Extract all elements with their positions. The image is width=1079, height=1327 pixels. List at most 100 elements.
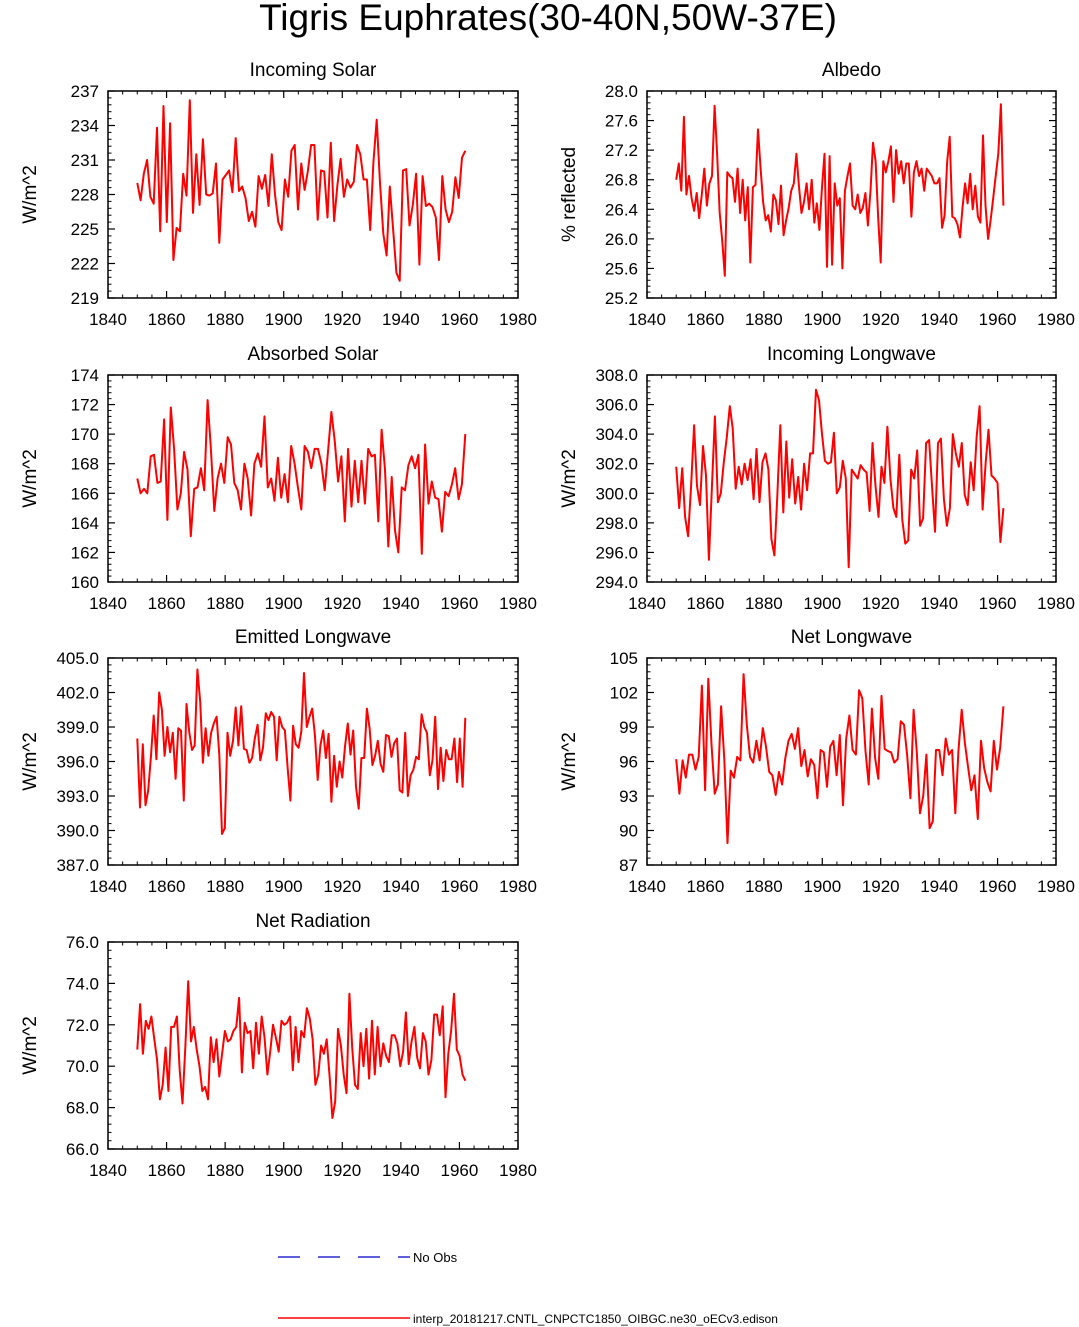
y-tick-label: 296.0	[595, 543, 638, 562]
y-tick-label: 234	[71, 117, 99, 136]
x-tick-label: 1960	[441, 594, 479, 613]
series-line	[675, 388, 1005, 569]
x-tick-label: 1980	[1037, 594, 1075, 613]
panel-emitted-longwave: 1840 1860 1880 1900 1920 1940 1960 1980 387.0 390…	[20, 627, 537, 896]
x-tick-label: 1880	[206, 310, 244, 329]
x-tick-label: 1940	[382, 1161, 420, 1180]
series-line	[136, 668, 467, 835]
x-tick-label: 1900	[265, 310, 303, 329]
y-tick-label: 25.6	[605, 259, 638, 278]
y-tick-label: 66.0	[66, 1140, 99, 1159]
x-tick-label: 1900	[265, 877, 303, 896]
y-tick-label: 168	[71, 455, 99, 474]
x-tick-label: 1920	[323, 877, 361, 896]
y-tick-label: 172	[71, 396, 99, 415]
y-tick-label: 74.0	[66, 974, 99, 993]
x-tick-label: 1960	[979, 877, 1017, 896]
y-tick-label: 162	[71, 543, 99, 562]
y-tick-label: 76.0	[66, 933, 99, 952]
x-tick-label: 1920	[323, 1161, 361, 1180]
x-tick-label: 1980	[1037, 310, 1075, 329]
y-axis-label: W/m^2	[559, 732, 580, 791]
x-tick-label: 1900	[265, 1161, 303, 1180]
y-tick-label: 72.0	[66, 1016, 99, 1035]
y-tick-label: 225	[71, 220, 99, 239]
x-tick-label: 1840	[89, 877, 127, 896]
y-tick-label: 27.6	[605, 112, 638, 131]
panel-net-radiation: 1840 1860 1880 1900 1920 1940 1960 1980 66.0 68.0…	[20, 911, 537, 1180]
y-tick-label: 298.0	[595, 514, 638, 533]
x-tick-label: 1940	[920, 310, 958, 329]
series-line	[136, 980, 467, 1119]
y-tick-label: 160	[71, 573, 99, 592]
y-tick-label: 237	[71, 82, 99, 101]
x-tick-label: 1920	[862, 310, 900, 329]
y-tick-label: 302.0	[595, 455, 638, 474]
x-tick-label: 1980	[1037, 877, 1075, 896]
y-tick-label: 26.4	[605, 200, 638, 219]
x-tick-label: 1980	[499, 310, 537, 329]
y-tick-label: 28.0	[605, 82, 638, 101]
y-tick-label: 402.0	[56, 684, 99, 703]
panel-title: Absorbed Solar	[248, 344, 380, 365]
x-tick-label: 1960	[441, 1161, 479, 1180]
x-tick-label: 1860	[687, 877, 725, 896]
x-tick-label: 1880	[206, 1161, 244, 1180]
y-tick-label: 228	[71, 186, 99, 205]
y-axis-label: % reflected	[559, 147, 580, 242]
y-axis-label: W/m^2	[20, 449, 41, 508]
y-tick-label: 300.0	[595, 484, 638, 503]
x-tick-label: 1980	[499, 877, 537, 896]
x-tick-label: 1840	[89, 594, 127, 613]
x-tick-label: 1860	[148, 877, 186, 896]
panel-absorbed-solar: 1840 1860 1880 1900 1920 1940 1960 1980 160 162 16…	[20, 344, 537, 613]
x-tick-label: 1900	[803, 877, 841, 896]
panel-title: Albedo	[822, 60, 881, 81]
y-axis-label: W/m^2	[20, 732, 41, 791]
panel-title: Incoming Longwave	[767, 344, 936, 365]
y-tick-label: 393.0	[56, 787, 99, 806]
panel-albedo: 1840 1860 1880 1900 1920 1940 1960 1980 25.2 25.6…	[559, 60, 1075, 329]
y-tick-label: 96	[619, 753, 638, 772]
x-tick-label: 1980	[499, 594, 537, 613]
x-tick-label: 1960	[441, 310, 479, 329]
y-tick-label: 25.2	[605, 289, 638, 308]
y-axis-label: W/m^2	[20, 165, 41, 224]
legend-obs-label: No Obs	[413, 1250, 458, 1265]
x-tick-label: 1940	[382, 594, 420, 613]
y-tick-label: 304.0	[595, 425, 638, 444]
x-tick-label: 1840	[89, 310, 127, 329]
x-tick-label: 1880	[745, 594, 783, 613]
x-tick-label: 1860	[687, 310, 725, 329]
x-tick-label: 1940	[920, 594, 958, 613]
x-tick-label: 1960	[979, 310, 1017, 329]
y-tick-label: 308.0	[595, 366, 638, 385]
x-tick-label: 1860	[148, 1161, 186, 1180]
panel-title: Net Radiation	[255, 911, 370, 932]
y-tick-label: 70.0	[66, 1057, 99, 1076]
y-tick-label: 26.0	[605, 230, 638, 249]
x-tick-label: 1920	[862, 877, 900, 896]
x-tick-label: 1920	[323, 594, 361, 613]
panel-title: Net Longwave	[791, 627, 912, 648]
x-tick-label: 1940	[382, 877, 420, 896]
x-tick-label: 1840	[628, 594, 666, 613]
x-tick-label: 1860	[687, 594, 725, 613]
x-tick-label: 1840	[628, 877, 666, 896]
series-line	[136, 399, 467, 555]
x-tick-label: 1980	[499, 1161, 537, 1180]
y-tick-label: 387.0	[56, 856, 99, 875]
x-tick-label: 1940	[382, 310, 420, 329]
x-tick-label: 1920	[323, 310, 361, 329]
panel-incoming-solar: 1840 1860 1880 1900 1920 1940 1960 1980 219 222 22…	[20, 60, 537, 329]
y-tick-label: 68.0	[66, 1099, 99, 1118]
y-tick-label: 306.0	[595, 396, 638, 415]
panel-incoming-longwave: 1840 1860 1880 1900 1920 1940 1960 1980 294.0 296…	[559, 344, 1075, 613]
y-tick-label: 170	[71, 425, 99, 444]
legend: No Obs interp_20181217.CNTL_CNPCTC1850_O…	[278, 1250, 778, 1326]
y-tick-label: 105	[610, 649, 638, 668]
y-tick-label: 99	[619, 718, 638, 737]
x-tick-label: 1920	[862, 594, 900, 613]
y-tick-label: 396.0	[56, 753, 99, 772]
